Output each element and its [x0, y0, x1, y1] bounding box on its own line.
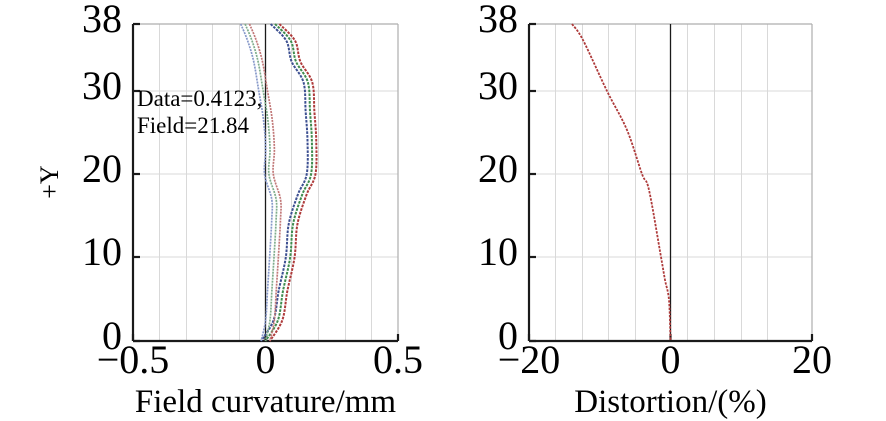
svg-text:Data=0.4123,: Data=0.4123,	[137, 86, 262, 111]
svg-text:−20: −20	[498, 337, 561, 382]
svg-text:20: 20	[478, 146, 518, 191]
svg-text:30: 30	[478, 63, 518, 108]
svg-text:10: 10	[82, 229, 122, 274]
svg-text:Field curvature/mm: Field curvature/mm	[135, 384, 397, 420]
svg-text:0: 0	[256, 337, 276, 382]
svg-text:Distortion/(%): Distortion/(%)	[574, 384, 766, 420]
svg-text:30: 30	[82, 63, 122, 108]
svg-text:20: 20	[82, 146, 122, 191]
svg-text:Field=21.84: Field=21.84	[137, 113, 250, 138]
svg-text:20: 20	[792, 337, 832, 382]
svg-text:−0.5: −0.5	[97, 337, 170, 382]
svg-text:0: 0	[661, 337, 681, 382]
svg-text:38: 38	[478, 0, 518, 41]
svg-text:38: 38	[82, 0, 122, 41]
svg-text:+Y: +Y	[35, 165, 64, 199]
svg-text:10: 10	[478, 229, 518, 274]
svg-text:0.5: 0.5	[373, 337, 423, 382]
